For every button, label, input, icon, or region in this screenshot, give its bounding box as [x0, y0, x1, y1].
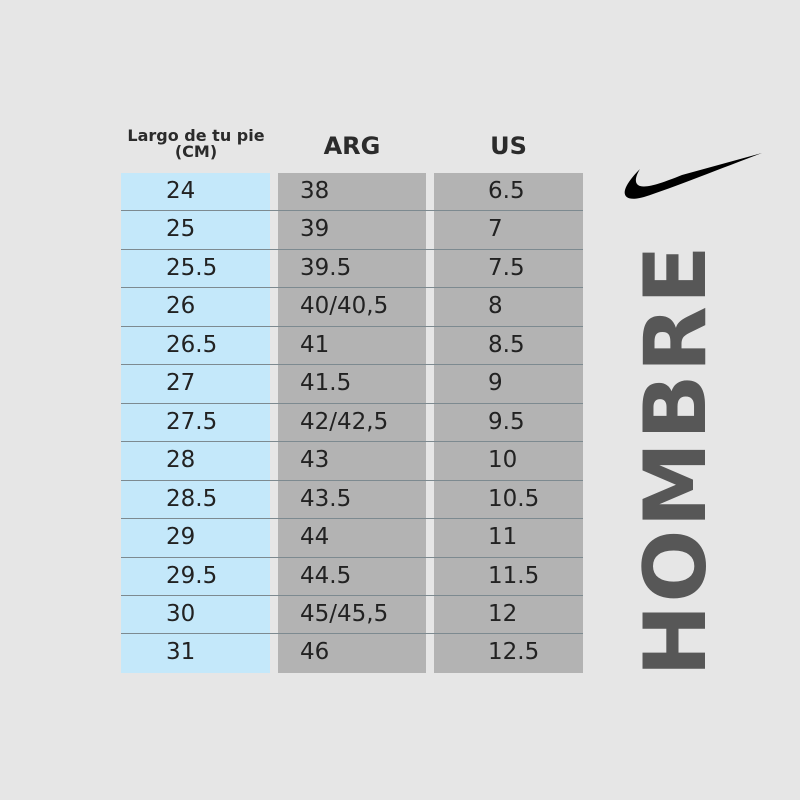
- cell-cm: 24: [166, 178, 196, 204]
- cell-us: 12.5: [488, 639, 540, 666]
- cell-arg: 39.5: [300, 254, 352, 281]
- cell-us: 11: [488, 524, 518, 551]
- cell-us: 8: [488, 293, 503, 320]
- cell-us: 10.5: [488, 485, 540, 512]
- table-row: 28.5 43.5 10.5: [121, 481, 583, 520]
- cell-cm: 30: [166, 600, 196, 627]
- cell-cm: 29.5: [166, 562, 218, 589]
- cell-arg: 44.5: [300, 562, 352, 589]
- table-row: 31 46 12.5: [121, 634, 583, 672]
- cell-us: 12: [488, 600, 518, 627]
- header-us: US: [490, 132, 527, 160]
- table-row: 26.5 41 8.5: [121, 327, 583, 366]
- cell-us: 6.5: [488, 178, 525, 204]
- cell-cm: 25: [166, 216, 196, 243]
- cell-cm: 29: [166, 524, 196, 551]
- cell-cm: 31: [166, 639, 196, 666]
- cm-column-bg: [121, 173, 270, 673]
- us-column-bg: [434, 173, 583, 673]
- arg-column-bg: [278, 173, 426, 673]
- cell-us: 11.5: [488, 562, 540, 589]
- table-row: 24 38 6.5: [121, 173, 583, 212]
- cell-us: 9.5: [488, 408, 525, 435]
- cell-arg: 46: [300, 639, 330, 666]
- cell-arg: 43.5: [300, 485, 352, 512]
- header-arg: ARG: [323, 132, 381, 160]
- cell-arg: 42/42,5: [300, 408, 389, 435]
- cell-arg: 44: [300, 524, 330, 551]
- cell-arg: 43: [300, 447, 330, 474]
- table-row: 29.5 44.5 11.5: [121, 558, 583, 596]
- table-row: 27 41.5 9: [121, 365, 583, 404]
- cell-us: 7.5: [488, 254, 525, 281]
- cell-cm: 26.5: [166, 331, 218, 358]
- table-row: 29 44 11: [121, 519, 583, 558]
- cell-cm: 27: [166, 370, 196, 397]
- cell-arg: 38: [300, 178, 330, 204]
- cell-arg: 41: [300, 331, 330, 358]
- nike-swoosh-icon: [624, 153, 762, 199]
- cell-us: 10: [488, 447, 518, 474]
- cell-cm: 28.5: [166, 485, 218, 512]
- cell-arg: 41.5: [300, 370, 352, 397]
- table-row: 26 40/40,5 8: [121, 288, 583, 327]
- cell-us: 9: [488, 370, 503, 397]
- cell-arg: 39: [300, 216, 330, 243]
- table-row: 28 43 10: [121, 442, 583, 481]
- cell-arg: 45/45,5: [300, 600, 389, 627]
- cell-cm: 25.5: [166, 254, 218, 281]
- table-row: 30 45/45,5 12: [121, 596, 583, 635]
- table-row: 27.5 42/42,5 9.5: [121, 404, 583, 443]
- cell-cm: 27.5: [166, 408, 218, 435]
- cell-us: 8.5: [488, 331, 525, 358]
- header-cm: Largo de tu pie (CM): [127, 126, 265, 161]
- cell-arg: 40/40,5: [300, 293, 389, 320]
- table-row: 25 39 7: [121, 211, 583, 250]
- table-row: 25.5 39.5 7.5: [121, 250, 583, 289]
- size-table: 24 38 6.5 25 39 7 25.5 39.5 7.5 26 40/40,5 8 26.5 41 8…: [121, 173, 583, 673]
- side-label: HOMBRE: [626, 243, 726, 677]
- cell-cm: 26: [166, 293, 196, 320]
- cell-cm: 28: [166, 447, 196, 474]
- cell-us: 7: [488, 216, 503, 243]
